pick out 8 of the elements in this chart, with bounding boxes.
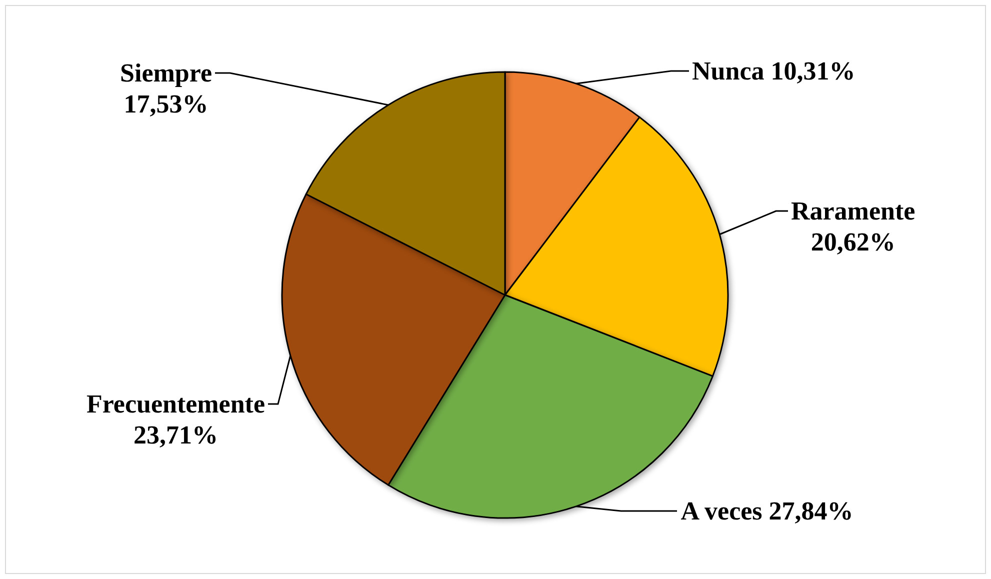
data-label: 17,53% (124, 90, 208, 118)
slice-label: Siempre (120, 58, 212, 88)
slice-label: Frecuentemente (86, 390, 265, 418)
slice-label: Raramente (790, 196, 916, 226)
slice-label: Nunca 10,31% (692, 56, 856, 86)
data-label: 23,71% (133, 420, 218, 450)
slice-label: A veces 27,84% (680, 496, 854, 526)
data-label: 20,62% (810, 228, 896, 256)
